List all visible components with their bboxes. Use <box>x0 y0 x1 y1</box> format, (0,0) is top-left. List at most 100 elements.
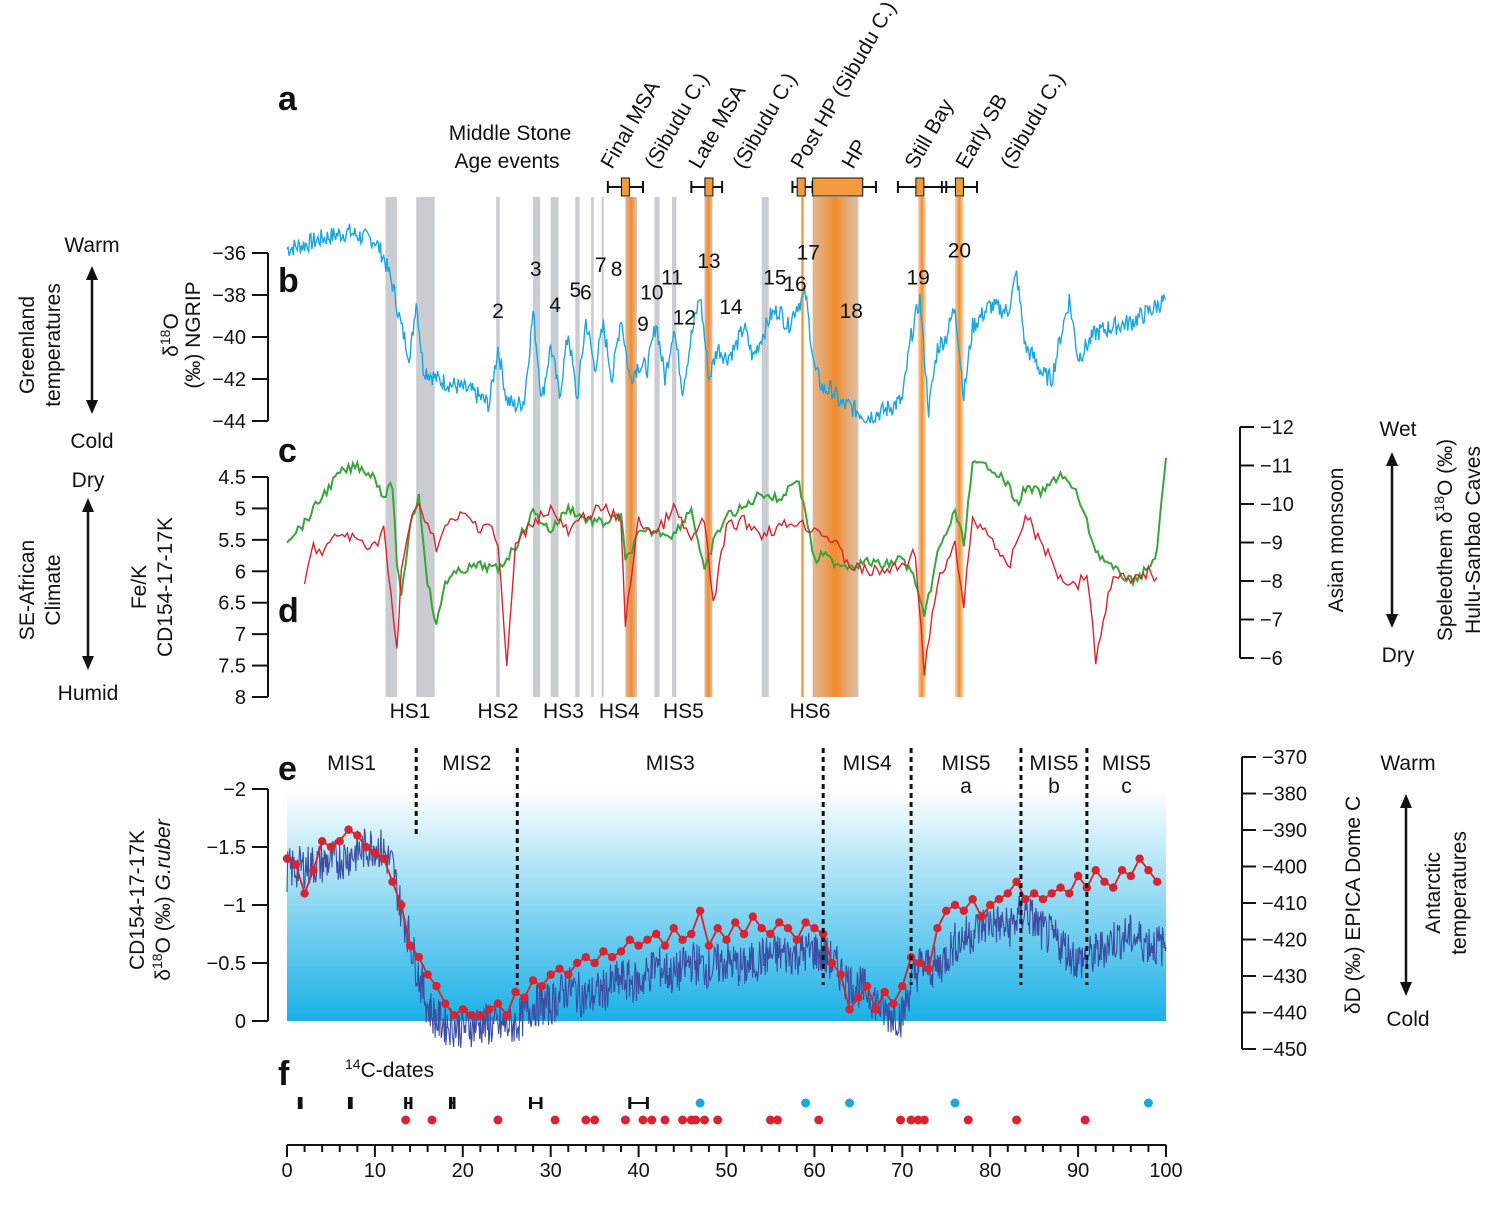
panel-letter-d: d <box>278 592 299 630</box>
fek-axis-tick-label: 6.5 <box>218 593 246 615</box>
gruber-axis-tick-label: 0 <box>235 1011 246 1033</box>
fek-label-1: Fe/K <box>128 565 151 609</box>
gruber-point <box>493 999 503 1008</box>
mis-substage-label: a <box>960 775 972 798</box>
gruber-point <box>898 982 907 991</box>
red-date-point <box>896 1115 906 1125</box>
x-axis-tick-label: 60 <box>803 1160 825 1182</box>
gruber-point <box>414 953 424 962</box>
ngrip-axis-tick-label: −44 <box>212 411 246 433</box>
mis-substage-label: c <box>1121 775 1132 798</box>
mis-stage-label: MIS3 <box>646 752 695 775</box>
dansgaard-oeschger-label: 12 <box>673 307 696 330</box>
red-date-point <box>906 1115 916 1125</box>
hs-label: HS1 <box>390 700 431 723</box>
msa-event-box <box>954 177 964 197</box>
ngrip-ylabel-2: (‰) NGRIP <box>182 281 205 388</box>
gruber-point <box>476 1011 485 1020</box>
hs-bar <box>385 197 397 697</box>
dansgaard-oeschger-label: 19 <box>906 267 929 290</box>
speleothem-label-2: Hulu-Sanbao Caves <box>1462 446 1485 634</box>
epica-axis-tick-label: −400 <box>1262 857 1307 879</box>
panel-letter-e: e <box>278 750 297 788</box>
gruber-point <box>1126 871 1136 881</box>
gruber-point <box>1144 866 1153 875</box>
gruber-point <box>695 906 705 915</box>
panel-e-labels: CD154-17-17K δ18O (‰) G.ruber δD (‰) EPI… <box>126 752 1471 1031</box>
msa-event-label: Post HP (Sibudu C.) <box>786 0 900 173</box>
gruber-point <box>1065 889 1074 898</box>
fek-axis-tick-label: 5 <box>235 498 246 520</box>
speleothem-axis-tick-label: −10 <box>1260 494 1294 516</box>
epica-axis-tick-label: −450 <box>1262 1039 1307 1061</box>
gruber-point <box>854 993 863 1002</box>
x-axis-tick-label: 70 <box>891 1160 913 1182</box>
gruber-point <box>326 842 336 852</box>
panel-letter-f: f <box>278 1055 290 1093</box>
gruber-point <box>282 854 292 863</box>
hs-label: HS3 <box>543 700 584 723</box>
gruber-label-1: CD154-17-17K <box>126 830 149 970</box>
epica-axis-tick-label: −440 <box>1262 1003 1307 1025</box>
red-date-point <box>1012 1115 1022 1125</box>
red-date-point <box>647 1115 657 1125</box>
x-axis-tick-label: 20 <box>452 1160 474 1182</box>
antarctic-warm-label: Warm <box>1380 752 1435 775</box>
msa-event-label: (Sibudu C.) <box>996 69 1069 172</box>
gruber-point <box>370 848 380 857</box>
se-africa-dry-label: Dry <box>72 469 105 492</box>
blue-date-point <box>695 1098 705 1108</box>
speleothem-axis-tick-label: −11 <box>1260 456 1292 478</box>
dansgaard-oeschger-label: 8 <box>611 258 623 281</box>
greenland-label-1: Greenland <box>16 296 39 394</box>
mis-substage-label: b <box>1048 775 1060 798</box>
gruber-point <box>397 900 406 910</box>
red-date-point <box>620 1115 630 1125</box>
red-date-point <box>1080 1115 1090 1125</box>
gruber-point <box>1153 877 1162 886</box>
hs-bar <box>672 197 677 697</box>
msa-orange-band <box>625 197 637 697</box>
monsoon-dry-label: Dry <box>1382 644 1415 667</box>
dansgaard-oeschger-label: 7 <box>595 254 607 277</box>
gruber-point <box>1003 889 1012 898</box>
gruber-series-line <box>286 828 1158 1018</box>
gruber-point <box>748 912 758 921</box>
antarctic-label-2: temperatures <box>1448 831 1471 955</box>
gruber-axis-tick-label: −0.5 <box>207 953 246 975</box>
red-date-point <box>660 1115 670 1125</box>
gruber-point <box>484 1005 494 1014</box>
panel-cd-labels: Fe/K CD154-17-17K Dry Humid SE-African C… <box>16 418 1485 705</box>
gruber-point <box>361 842 371 852</box>
msa-orange-band <box>704 197 713 697</box>
gruber-point <box>537 982 547 991</box>
fek-axis-tick-label: 4.5 <box>218 467 246 489</box>
red-date-point <box>913 1115 923 1125</box>
gruber-point <box>379 854 388 863</box>
gruber-point <box>766 929 775 939</box>
gruber-point <box>651 929 661 939</box>
gruber-point <box>704 941 714 950</box>
gruber-point <box>608 953 617 962</box>
x-axis-tick-label: 100 <box>1149 1160 1182 1182</box>
dansgaard-oeschger-label: 11 <box>661 267 683 290</box>
gruber-point <box>581 953 591 962</box>
red-date-point <box>919 1115 929 1125</box>
panel-letter-a: a <box>278 80 298 118</box>
panel-f-labels: 14C-dates <box>345 1056 434 1082</box>
gruber-point <box>432 982 441 991</box>
gruber-point <box>783 924 793 933</box>
gruber-point <box>546 970 555 979</box>
gruber-point <box>1056 883 1065 892</box>
hs-label: HS6 <box>790 700 831 723</box>
hs-bar <box>533 197 541 697</box>
gruber-point <box>528 976 538 985</box>
red-date-point <box>700 1115 710 1125</box>
dansgaard-oeschger-label: 2 <box>492 300 504 323</box>
red-date-point <box>401 1115 411 1125</box>
gruber-point <box>1047 889 1056 898</box>
epica-axis-tick-label: −420 <box>1262 930 1307 952</box>
fek-axis-tick-label: 7 <box>235 624 246 646</box>
dansgaard-oeschger-label: 9 <box>637 313 649 336</box>
